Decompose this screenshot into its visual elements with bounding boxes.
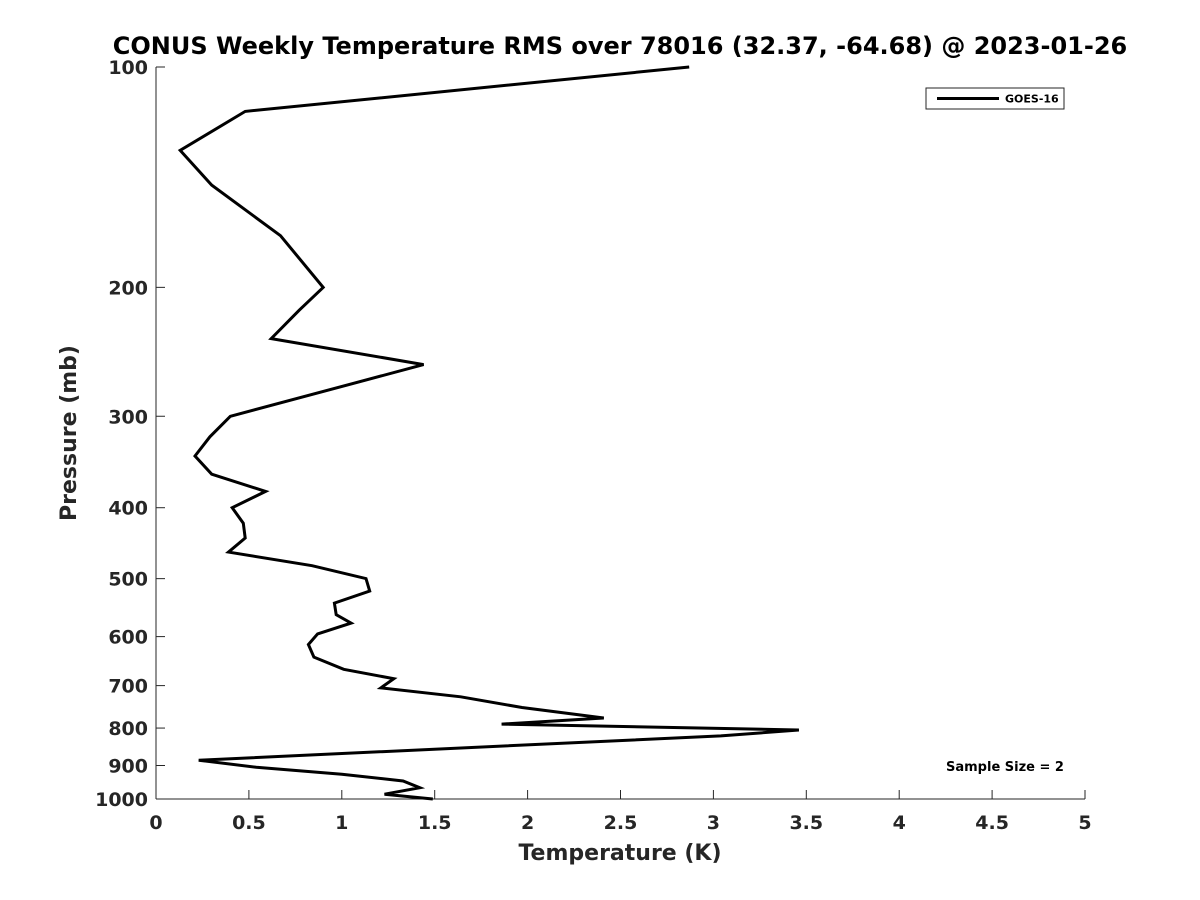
y-tick-label: 1000 — [95, 789, 148, 811]
y-axis-ticks: 100 200 300 400 500 600 700 800 900 1000 — [95, 57, 165, 811]
y-tick-label: 900 — [108, 756, 148, 778]
sample-size-annotation: Sample Size = 2 — [946, 760, 1064, 775]
x-tick-label: 1 — [335, 812, 348, 834]
y-tick-label: 700 — [108, 676, 148, 698]
y-axis-label: Pressure (mb) — [57, 345, 82, 521]
x-tick-label: 2.5 — [604, 812, 638, 834]
x-tick-label: 0 — [149, 812, 162, 834]
y-tick-label: 300 — [108, 406, 148, 428]
y-tick-label: 600 — [108, 627, 148, 649]
axes: 0 0.5 1 1.5 2 2.5 3 3.5 4 4.5 5 100 200 300 400 500 600… — [95, 57, 1092, 834]
chart-title: CONUS Weekly Temperature RMS over 78016 … — [113, 32, 1127, 60]
series-layer — [177, 65, 800, 801]
x-tick-label: 0.5 — [232, 812, 266, 834]
y-tick-label: 200 — [108, 277, 148, 299]
x-tick-label: 1.5 — [418, 812, 452, 834]
plot-area — [156, 67, 1085, 799]
x-tick-label: 4.5 — [975, 812, 1009, 834]
x-axis-ticks: 0 0.5 1 1.5 2 2.5 3 3.5 4 4.5 5 — [149, 790, 1092, 834]
legend: GOES-16 — [925, 87, 1065, 110]
legend-entry-goes-16: GOES-16 — [1005, 93, 1059, 106]
y-tick-label: 400 — [108, 498, 148, 520]
x-tick-label: 3.5 — [789, 812, 823, 834]
x-tick-label: 4 — [893, 812, 906, 834]
y-tick-label: 500 — [108, 569, 148, 591]
y-tick-label: 100 — [108, 57, 148, 79]
series-line-goes-16 — [177, 65, 800, 801]
x-tick-label: 3 — [707, 812, 720, 834]
y-tick-label: 800 — [108, 718, 148, 740]
x-tick-label: 2 — [521, 812, 534, 834]
x-axis-label: Temperature (K) — [518, 841, 721, 866]
x-tick-label: 5 — [1078, 812, 1091, 834]
